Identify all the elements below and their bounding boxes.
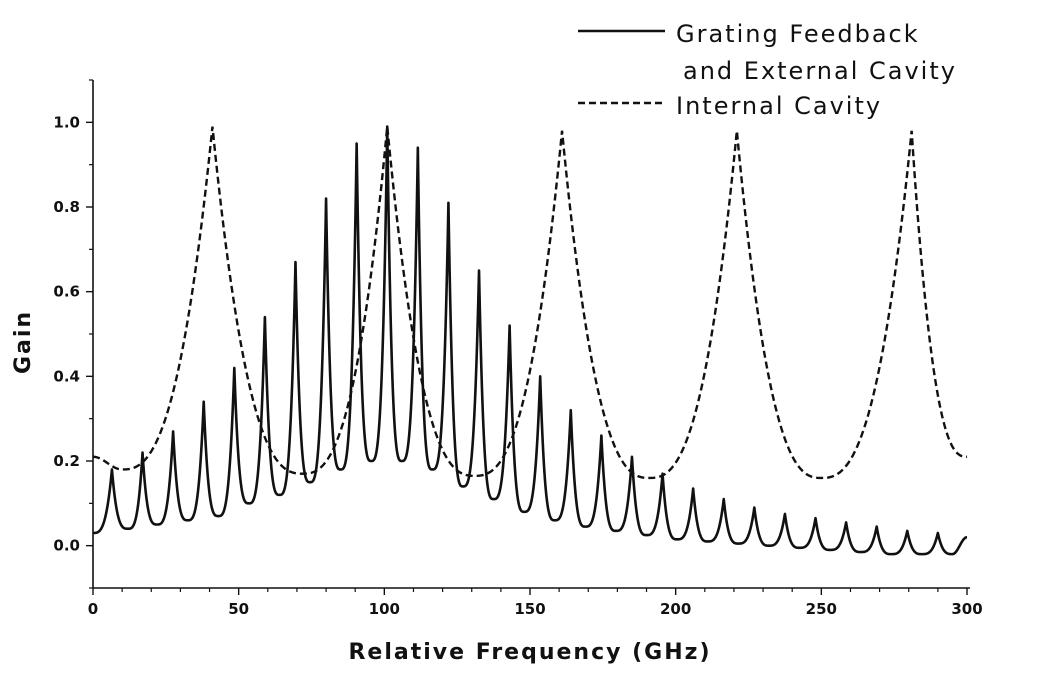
y-tick-label: 0.2 — [53, 452, 80, 470]
y-tick-label: 0.0 — [53, 537, 80, 555]
y-tick-label: 0.8 — [53, 198, 80, 216]
x-tick-label: 100 — [369, 600, 400, 618]
y-tick-label: 1.0 — [53, 113, 80, 131]
legend: Grating Feedback and External Cavity Int… — [578, 20, 957, 120]
y-axis-title: Gain — [11, 310, 36, 374]
y-tick-label: 0.6 — [53, 283, 80, 301]
legend-label-external-cavity: and External Cavity — [683, 57, 957, 85]
y-tick-label: 0.4 — [53, 367, 80, 385]
x-tick-label: 300 — [951, 600, 982, 618]
x-axis-ticks: 0 50 100 150 200 250 300 — [88, 588, 983, 618]
x-tick-label: 0 — [88, 600, 98, 618]
x-tick-label: 50 — [228, 600, 249, 618]
x-tick-label: 150 — [514, 600, 545, 618]
y-axis-ticks: 0.0 0.2 0.4 0.6 0.8 1.0 — [53, 79, 93, 589]
x-tick-label: 200 — [660, 600, 691, 618]
series-line-internal-cavity — [92, 126, 968, 480]
legend-label-grating-feedback: Grating Feedback — [676, 20, 920, 48]
legend-label-internal-cavity: Internal Cavity — [676, 92, 882, 120]
x-tick-label: 250 — [806, 600, 837, 618]
x-axis-title: Relative Frequency (GHz) — [348, 640, 711, 665]
series-line-grating-feedback — [92, 125, 968, 556]
